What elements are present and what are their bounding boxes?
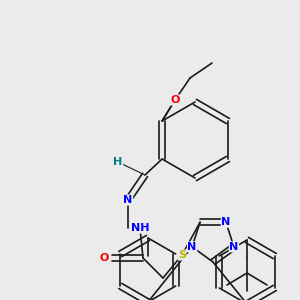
Text: N: N <box>221 217 231 227</box>
Text: O: O <box>99 253 109 263</box>
Text: NH: NH <box>131 223 149 233</box>
Text: S: S <box>178 250 186 260</box>
Text: H: H <box>113 157 123 167</box>
Text: O: O <box>170 95 180 105</box>
Text: N: N <box>229 242 239 252</box>
Text: N: N <box>123 195 133 205</box>
Text: N: N <box>188 242 197 252</box>
